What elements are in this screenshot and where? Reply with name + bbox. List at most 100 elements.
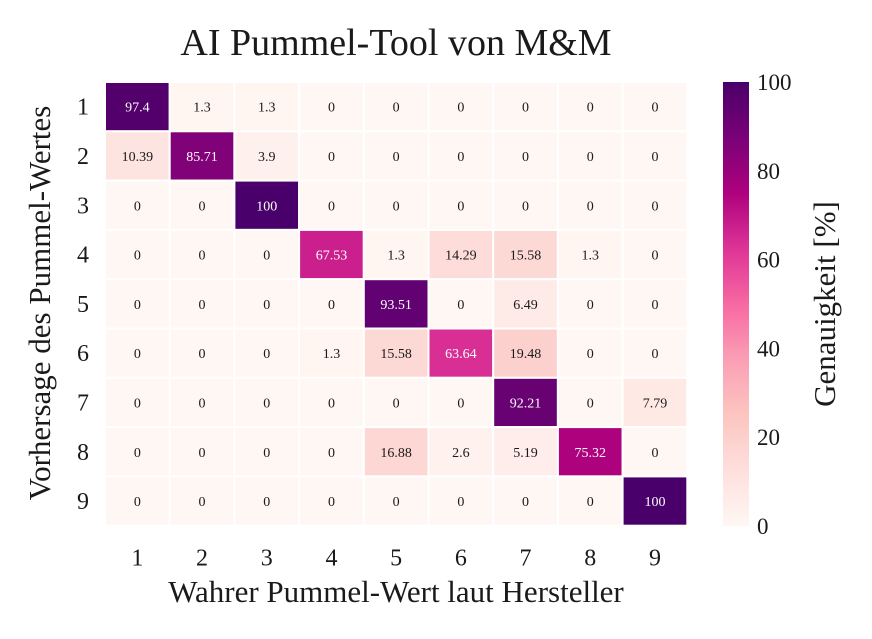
colorbar-tick-label: 100 bbox=[757, 70, 792, 95]
heatmap-cell bbox=[104, 179, 171, 231]
heatmap-cell-label: 1.3 bbox=[193, 101, 211, 116]
heatmap-cell bbox=[492, 376, 559, 429]
heatmap-cell bbox=[427, 426, 495, 478]
heatmap-cell bbox=[298, 228, 365, 281]
heatmap-cell-label: 0 bbox=[457, 150, 464, 165]
heatmap-cell-label: 16.88 bbox=[380, 446, 412, 461]
heatmap-cell-label: 0 bbox=[263, 298, 270, 313]
colorbar-gradient bbox=[723, 82, 749, 526]
heatmap-cell bbox=[427, 278, 495, 330]
heatmap-cell bbox=[621, 426, 689, 478]
heatmap-cell-label: 0 bbox=[199, 446, 206, 461]
chart-title: AI Pummel-Tool von M&M bbox=[180, 22, 611, 64]
heatmap-cell-label: 0 bbox=[651, 199, 658, 214]
colorbar-tick-label: 40 bbox=[757, 336, 780, 361]
heatmap-cell-label: 92.21 bbox=[510, 396, 542, 411]
x-axis-label: Wahrer Pummel-Wert laut Hersteller bbox=[168, 574, 624, 609]
heatmap-cell-label: 1.3 bbox=[258, 101, 276, 116]
x-tick-label: 5 bbox=[390, 546, 402, 572]
heatmap-cell bbox=[362, 327, 430, 379]
heatmap-cell-label: 0 bbox=[328, 298, 335, 313]
heatmap-cell-label: 0 bbox=[587, 199, 594, 214]
heatmap-cell-label: 2.6 bbox=[452, 446, 470, 461]
colorbar-label: Genauigkeit [%] bbox=[807, 201, 842, 407]
heatmap-cell-labels: 97.4 1.3 1.3 0 0 0 0 0 0 10.39 85.71 3.9 0 0 0 0 0 0 0 0 100… bbox=[122, 101, 668, 510]
heatmap-cell-label: 10.39 bbox=[122, 150, 154, 165]
heatmap-cell bbox=[362, 426, 430, 478]
heatmap-cell-label: 0 bbox=[651, 347, 658, 362]
colorbar: 0 20 40 60 80 100 Genauigkeit [%] bbox=[723, 70, 842, 539]
heatmap-cell-label: 0 bbox=[651, 249, 658, 264]
heatmap-cell-label: 0 bbox=[393, 495, 400, 510]
heatmap-cell bbox=[556, 81, 624, 133]
heatmap-cell-label: 85.71 bbox=[186, 150, 218, 165]
y-tick-label: 3 bbox=[77, 193, 89, 219]
heatmap-cell-label: 100 bbox=[644, 495, 665, 510]
heatmap-cell bbox=[104, 278, 171, 330]
heatmap-cell-label: 0 bbox=[393, 101, 400, 116]
heatmap-cell bbox=[104, 81, 171, 133]
heatmap-cell bbox=[427, 475, 495, 527]
heatmap-cell-label: 0 bbox=[457, 101, 464, 116]
heatmap-cell bbox=[621, 179, 689, 231]
heatmap-cell bbox=[233, 426, 301, 478]
heatmap-cell-label: 15.58 bbox=[510, 249, 542, 264]
heatmap-cell-label: 0 bbox=[134, 396, 141, 411]
heatmap-cell-label: 0 bbox=[263, 446, 270, 461]
colorbar-tick-label: 0 bbox=[757, 514, 769, 539]
heatmap-cell-label: 0 bbox=[263, 347, 270, 362]
heatmap-cell-label: 1.3 bbox=[323, 347, 341, 362]
heatmap-cell-label: 0 bbox=[134, 199, 141, 214]
heatmap-cell-label: 0 bbox=[393, 199, 400, 214]
heatmap-cell-label: 0 bbox=[587, 396, 594, 411]
y-tick-label: 7 bbox=[77, 390, 89, 416]
heatmap-cell-label: 5.19 bbox=[513, 446, 538, 461]
heatmap-cell bbox=[104, 327, 171, 379]
heatmap-cell-label: 0 bbox=[587, 150, 594, 165]
heatmap-cell-label: 0 bbox=[328, 446, 335, 461]
heatmap-cell-label: 93.51 bbox=[380, 298, 412, 313]
heatmap-cell-label: 1.3 bbox=[582, 249, 600, 264]
heatmap-cell-label: 0 bbox=[328, 396, 335, 411]
heatmap-cell bbox=[233, 130, 301, 182]
heatmap-cell-label: 3.9 bbox=[258, 150, 276, 165]
x-tick-label: 1 bbox=[131, 546, 143, 572]
colorbar-tick-label: 20 bbox=[757, 425, 780, 450]
heatmap-cell bbox=[298, 475, 365, 527]
heatmap-cell bbox=[104, 475, 171, 527]
heatmap-cell-label: 15.58 bbox=[380, 347, 412, 362]
heatmap-cell-label: 0 bbox=[457, 298, 464, 313]
heatmap-cell-label: 0 bbox=[587, 101, 594, 116]
heatmap-cell bbox=[556, 130, 624, 182]
y-axis-label: Vorhersage des Pummel-Wertes bbox=[22, 106, 57, 501]
heatmap-cell-label: 0 bbox=[134, 347, 141, 362]
heatmap-cell bbox=[168, 475, 236, 527]
x-tick-label: 3 bbox=[261, 546, 273, 572]
heatmap-cell bbox=[104, 130, 171, 182]
heatmap-cell-label: 0 bbox=[263, 396, 270, 411]
x-tick-label: 2 bbox=[196, 546, 208, 572]
colorbar-tick-label: 60 bbox=[757, 248, 780, 273]
x-tick-label: 8 bbox=[584, 546, 596, 572]
y-tick-label: 4 bbox=[77, 243, 89, 269]
heatmap-cell bbox=[233, 179, 301, 231]
heatmap-cell-label: 0 bbox=[587, 347, 594, 362]
heatmap-cell-label: 0 bbox=[587, 495, 594, 510]
heatmap-cell-label: 0 bbox=[457, 396, 464, 411]
heatmap-cell-label: 0 bbox=[393, 396, 400, 411]
heatmap-cell-label: 1.3 bbox=[387, 249, 405, 264]
heatmap-cell-label: 0 bbox=[457, 495, 464, 510]
heatmap-cell-label: 97.4 bbox=[125, 101, 150, 116]
heatmap-cell bbox=[298, 327, 365, 379]
heatmap-cell bbox=[233, 327, 301, 379]
heatmap-cell bbox=[621, 278, 689, 330]
heatmap-cell-label: 100 bbox=[256, 199, 277, 214]
heatmap-cell-label: 0 bbox=[134, 249, 141, 264]
heatmap-cell-label: 63.64 bbox=[445, 347, 477, 362]
x-tick-label: 9 bbox=[649, 546, 661, 572]
y-axis-ticks: 1 2 3 4 5 6 7 8 9 bbox=[77, 95, 89, 515]
heatmap-cell bbox=[362, 376, 430, 429]
heatmap-cell bbox=[621, 327, 689, 379]
heatmap-cell-label: 0 bbox=[651, 298, 658, 313]
